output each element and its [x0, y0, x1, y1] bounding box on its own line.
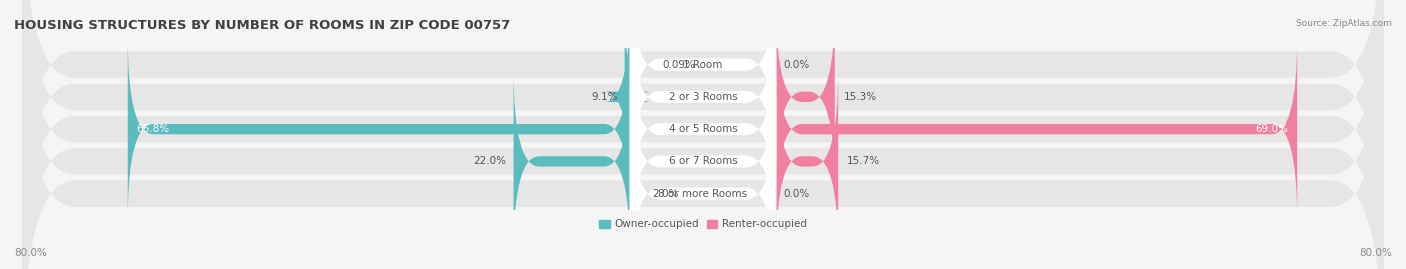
FancyBboxPatch shape — [22, 0, 1384, 269]
Text: 4 or 5 Rooms: 4 or 5 Rooms — [669, 124, 737, 134]
Text: 80.0%: 80.0% — [1360, 248, 1392, 258]
FancyBboxPatch shape — [776, 37, 1298, 221]
Text: 80.0%: 80.0% — [14, 248, 46, 258]
Text: 0.0%: 0.0% — [783, 59, 810, 70]
FancyBboxPatch shape — [776, 70, 838, 253]
Text: 15.7%: 15.7% — [846, 156, 880, 167]
FancyBboxPatch shape — [630, 22, 776, 236]
Text: 15.3%: 15.3% — [844, 92, 876, 102]
FancyBboxPatch shape — [605, 5, 651, 189]
Text: HOUSING STRUCTURES BY NUMBER OF ROOMS IN ZIP CODE 00757: HOUSING STRUCTURES BY NUMBER OF ROOMS IN… — [14, 19, 510, 32]
FancyBboxPatch shape — [630, 87, 776, 269]
Text: Source: ZipAtlas.com: Source: ZipAtlas.com — [1296, 19, 1392, 28]
Text: 22.0%: 22.0% — [474, 156, 506, 167]
Text: 1 Room: 1 Room — [683, 59, 723, 70]
FancyBboxPatch shape — [630, 0, 776, 204]
FancyBboxPatch shape — [22, 13, 1384, 269]
Text: 0.0%: 0.0% — [783, 189, 810, 199]
Text: 2.0%: 2.0% — [652, 189, 679, 199]
FancyBboxPatch shape — [128, 37, 630, 221]
Text: 66.8%: 66.8% — [136, 124, 170, 134]
FancyBboxPatch shape — [22, 0, 1384, 269]
FancyBboxPatch shape — [630, 54, 776, 268]
FancyBboxPatch shape — [630, 0, 776, 172]
FancyBboxPatch shape — [776, 5, 835, 189]
Text: 9.1%: 9.1% — [592, 92, 617, 102]
Text: 2 or 3 Rooms: 2 or 3 Rooms — [669, 92, 737, 102]
Text: 6 or 7 Rooms: 6 or 7 Rooms — [669, 156, 737, 167]
Text: 0.09%: 0.09% — [662, 59, 696, 70]
Text: 69.0%: 69.0% — [1256, 124, 1289, 134]
FancyBboxPatch shape — [22, 0, 1384, 245]
FancyBboxPatch shape — [513, 70, 630, 253]
FancyBboxPatch shape — [22, 0, 1384, 269]
Legend: Owner-occupied, Renter-occupied: Owner-occupied, Renter-occupied — [595, 215, 811, 234]
Text: 8 or more Rooms: 8 or more Rooms — [658, 189, 748, 199]
